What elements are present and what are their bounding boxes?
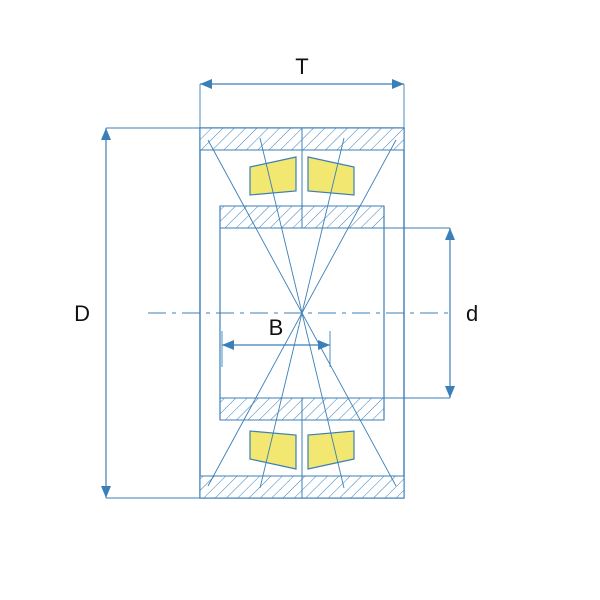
label-d: d <box>466 301 478 326</box>
label-D: D <box>74 301 90 326</box>
label-B: B <box>269 315 284 340</box>
label-T: T <box>295 54 308 79</box>
